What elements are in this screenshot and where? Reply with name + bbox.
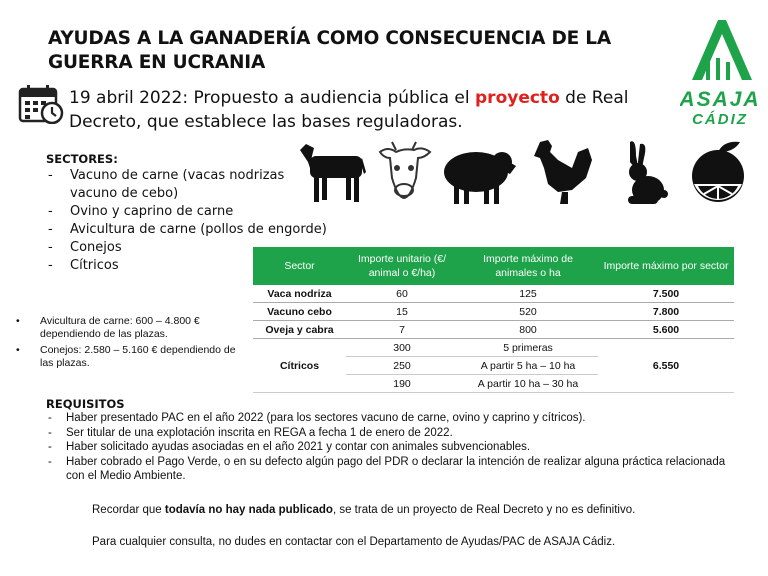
sector-label: Avicultura de carne (pollos de engorde) [70,222,327,237]
sector-label: Cítricos [70,258,119,273]
page-title: AYUDAS A LA GANADERÍA COMO CONSECUENCIA … [48,28,612,73]
sector-cell: Vacuno cebo [253,302,346,321]
contact-text: Para cualquier consulta, no dudes en con… [92,536,616,548]
sectors-list: Vacuno de carne (vacas nodrizas vacuno de… [46,167,327,275]
table-row: 190 A partir 10 ha – 30 ha [253,374,734,393]
unit-amount-cell: 60 [346,285,458,303]
sectors-heading: SECTORES: [46,152,118,166]
table-header: Sector Importe unitario (€/ animal o €/h… [253,247,734,285]
max-units-cell: 520 [458,302,598,321]
list-item: Vacuno de carne (vacas nodrizas vacuno de… [46,167,327,203]
table-row: Oveja y cabra 7 800 5.600 [253,320,734,339]
unit-amount-cell: 190 [346,374,458,393]
unit-amount-cell: 250 [346,356,458,375]
sector-cell: Oveja y cabra [253,320,346,339]
asaja-logo: ASAJA CÁDIZ [680,20,760,128]
headline-highlight: proyecto [475,88,560,108]
list-item: Avicultura de carne: 600 – 4.800 € depen… [10,315,250,341]
list-item: Conejos: 2.580 – 5.160 € dependiendo de … [10,344,250,370]
requirements-list: Haber presentado PAC en el año 2022 (par… [46,411,726,484]
max-units-cell: 800 [458,320,598,339]
reminder-pre: Recordar que [92,504,165,516]
column-header: Importe máximo por sector [598,247,734,285]
reminder-text: Recordar que todavía no hay nada publica… [92,504,635,516]
list-item: Cítricos [46,257,327,275]
reminder-bold: todavía no hay nada publicado [164,504,333,516]
calf-icon [378,141,432,200]
column-header: Sector [253,247,346,285]
list-item: Haber solicitado ayudas asociadas en el … [46,440,726,455]
rooster-icon [534,140,592,204]
list-item: Haber presentado PAC en el año 2022 (par… [46,411,726,426]
range-cell: A partir 10 ha – 30 ha [458,374,598,393]
list-item: Avicultura de carne (pollos de engorde) [46,221,327,239]
max-sector-cell: 5.600 [598,320,734,339]
range-cell: 5 primeras [458,338,598,357]
unit-amount-cell: 7 [346,320,458,339]
headline: 19 abril 2022: Propuesto a audiencia púb… [69,86,689,134]
table-row: Vaca nodriza 60 125 7.500 [253,285,734,303]
list-item: Ovino y caprino de carne [46,203,327,221]
sector-label: Conejos [70,240,122,255]
max-units-cell: 125 [458,285,598,303]
list-item: Ser titular de una explotación inscrita … [46,426,726,441]
sector-cell: Cítricos [253,338,346,393]
column-header: Importe máximo de animales o ha [458,247,598,285]
requirements-heading: REQUISITOS [46,397,125,411]
unit-amount-cell: 15 [346,302,458,321]
list-item: Conejos [46,239,327,257]
unit-amount-cell: 300 [346,338,458,357]
notes-list: Avicultura de carne: 600 – 4.800 € depen… [10,315,250,373]
table-row: Cítricos 300 5 primeras 6.550 [253,338,734,393]
headline-rest: de Real Decreto, que establece las bases… [69,88,629,132]
table-row: Vacuno cebo 15 520 7.800 [253,302,734,321]
column-header: Importe unitario (€/ animal o €/ha) [346,247,458,285]
animal-icons [300,140,744,204]
max-sector-cell: 7.500 [598,285,734,303]
headline-date-text: 19 abril 2022: Propuesto a audiencia púb… [69,88,476,108]
max-sector-cell: 7.800 [598,302,734,321]
max-sector-cell: 6.550 [598,338,734,393]
list-item: Haber cobrado el Pago Verde, o en su def… [46,455,726,484]
aid-amounts-table: Sector Importe unitario (€/ animal o €/h… [253,247,734,393]
calendar-clock-icon [18,85,64,124]
table-row: 250 A partir 5 ha – 10 ha [253,356,734,375]
logo-text: ASAJA [680,88,760,111]
range-cell: A partir 5 ha – 10 ha [458,356,598,375]
sector-label: Vacuno de carne (vacas nodrizas [70,168,285,183]
orange-icon [692,141,744,202]
cow-icon [300,144,366,202]
reminder-post: , se trata de un proyecto de Real Decret… [332,504,636,516]
logo-subtext: CÁDIZ [692,111,748,128]
sector-cell: Vaca nodriza [253,285,346,303]
rabbit-icon [628,141,668,204]
sector-label: Ovino y caprino de carne [70,204,234,219]
sector-label-continued: vacuno de cebo) [70,186,179,201]
sheep-icon [444,152,516,204]
